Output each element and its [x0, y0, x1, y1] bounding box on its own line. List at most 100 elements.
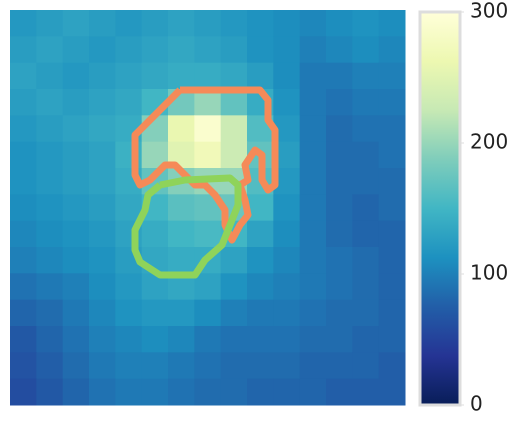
heatmap-cell: [89, 379, 116, 406]
heatmap-cell: [115, 300, 142, 327]
heatmap-cell: [194, 142, 221, 169]
heatmap-cell: [352, 89, 379, 116]
heatmap-cell: [273, 379, 300, 406]
heatmap-cell: [63, 142, 90, 169]
heatmap-cell: [379, 10, 406, 37]
heatmap: [10, 10, 406, 406]
heatmap-cell: [194, 63, 221, 90]
heatmap-cell: [142, 10, 169, 37]
heatmap-cell: [247, 247, 274, 274]
heatmap-cell: [221, 36, 248, 63]
heatmap-cell: [63, 273, 90, 300]
heatmap-cell: [247, 10, 274, 37]
heatmap-cell: [63, 352, 90, 379]
heatmap-cell: [273, 89, 300, 116]
heatmap-cell: [36, 221, 63, 248]
heatmap-cell: [10, 221, 37, 248]
heatmap-cell: [352, 300, 379, 327]
heatmap-cell: [194, 379, 221, 406]
heatmap-cell: [273, 273, 300, 300]
heatmap-cell: [89, 326, 116, 353]
heatmap-cell: [247, 326, 274, 353]
heatmap-cell: [168, 10, 195, 37]
heatmap-cell: [352, 379, 379, 406]
heatmap-cell: [379, 63, 406, 90]
heatmap-cell: [247, 300, 274, 327]
heatmap-cell: [168, 352, 195, 379]
heatmap-cell: [10, 194, 37, 221]
heatmap-cell: [326, 273, 353, 300]
heatmap-cell: [247, 352, 274, 379]
heatmap-cell: [63, 63, 90, 90]
heatmap-cell: [300, 300, 327, 327]
heatmap-cell: [247, 194, 274, 221]
heatmap-cell: [273, 326, 300, 353]
heatmap-cell: [352, 10, 379, 37]
heatmap-cell: [221, 273, 248, 300]
heatmap-cell: [273, 63, 300, 90]
heatmap-cell: [379, 247, 406, 274]
heatmap-cell: [273, 300, 300, 327]
heatmap-cell: [352, 168, 379, 195]
heatmap-cell: [36, 352, 63, 379]
heatmap-cell: [10, 273, 37, 300]
heatmap-cell: [379, 89, 406, 116]
heatmap-cell: [247, 221, 274, 248]
heatmap-cell: [221, 10, 248, 37]
heatmap-cell: [36, 194, 63, 221]
heatmap-cell: [326, 352, 353, 379]
heatmap-cell: [194, 221, 221, 248]
heatmap-cell: [142, 221, 169, 248]
heatmap-cell: [10, 326, 37, 353]
heatmap-cell: [10, 300, 37, 327]
heatmap-cell: [115, 352, 142, 379]
heatmap-cell: [326, 168, 353, 195]
heatmap-cell: [379, 326, 406, 353]
heatmap-cell: [115, 89, 142, 116]
heatmap-cell: [10, 168, 37, 195]
heatmap-cell: [379, 194, 406, 221]
heatmap-cell: [352, 221, 379, 248]
colorbar: [420, 12, 460, 405]
heatmap-cell: [168, 300, 195, 327]
heatmap-cell: [221, 326, 248, 353]
heatmap-cell: [63, 379, 90, 406]
heatmap-cell: [247, 273, 274, 300]
heatmap-cell: [63, 115, 90, 142]
heatmap-cell: [300, 326, 327, 353]
heatmap-cell: [273, 221, 300, 248]
heatmap-cell: [142, 36, 169, 63]
chart: 0100200300: [0, 0, 521, 417]
heatmap-cell: [89, 115, 116, 142]
heatmap-cell: [273, 36, 300, 63]
heatmap-cell: [300, 36, 327, 63]
heatmap-cell: [194, 326, 221, 353]
heatmap-cell: [221, 63, 248, 90]
heatmap-cell: [63, 168, 90, 195]
heatmap-cell: [300, 247, 327, 274]
heatmap-cell: [168, 247, 195, 274]
heatmap-cell: [142, 63, 169, 90]
heatmap-cell: [10, 10, 37, 37]
heatmap-cell: [326, 63, 353, 90]
heatmap-cell: [89, 221, 116, 248]
heatmap-cell: [10, 379, 37, 406]
heatmap-cell: [352, 273, 379, 300]
heatmap-cell: [352, 352, 379, 379]
heatmap-cell: [89, 89, 116, 116]
heatmap-cell: [89, 273, 116, 300]
heatmap-cell: [142, 300, 169, 327]
heatmap-cell: [379, 300, 406, 327]
heatmap-cell: [326, 300, 353, 327]
heatmap-cell: [168, 326, 195, 353]
heatmap-cell: [273, 247, 300, 274]
heatmap-cell: [326, 221, 353, 248]
heatmap-cell: [300, 194, 327, 221]
heatmap-cell: [89, 142, 116, 169]
heatmap-cell: [36, 247, 63, 274]
heatmap-cell: [300, 142, 327, 169]
heatmap-cell: [36, 273, 63, 300]
heatmap-cell: [300, 273, 327, 300]
heatmap-cell: [115, 63, 142, 90]
heatmap-cell: [326, 142, 353, 169]
